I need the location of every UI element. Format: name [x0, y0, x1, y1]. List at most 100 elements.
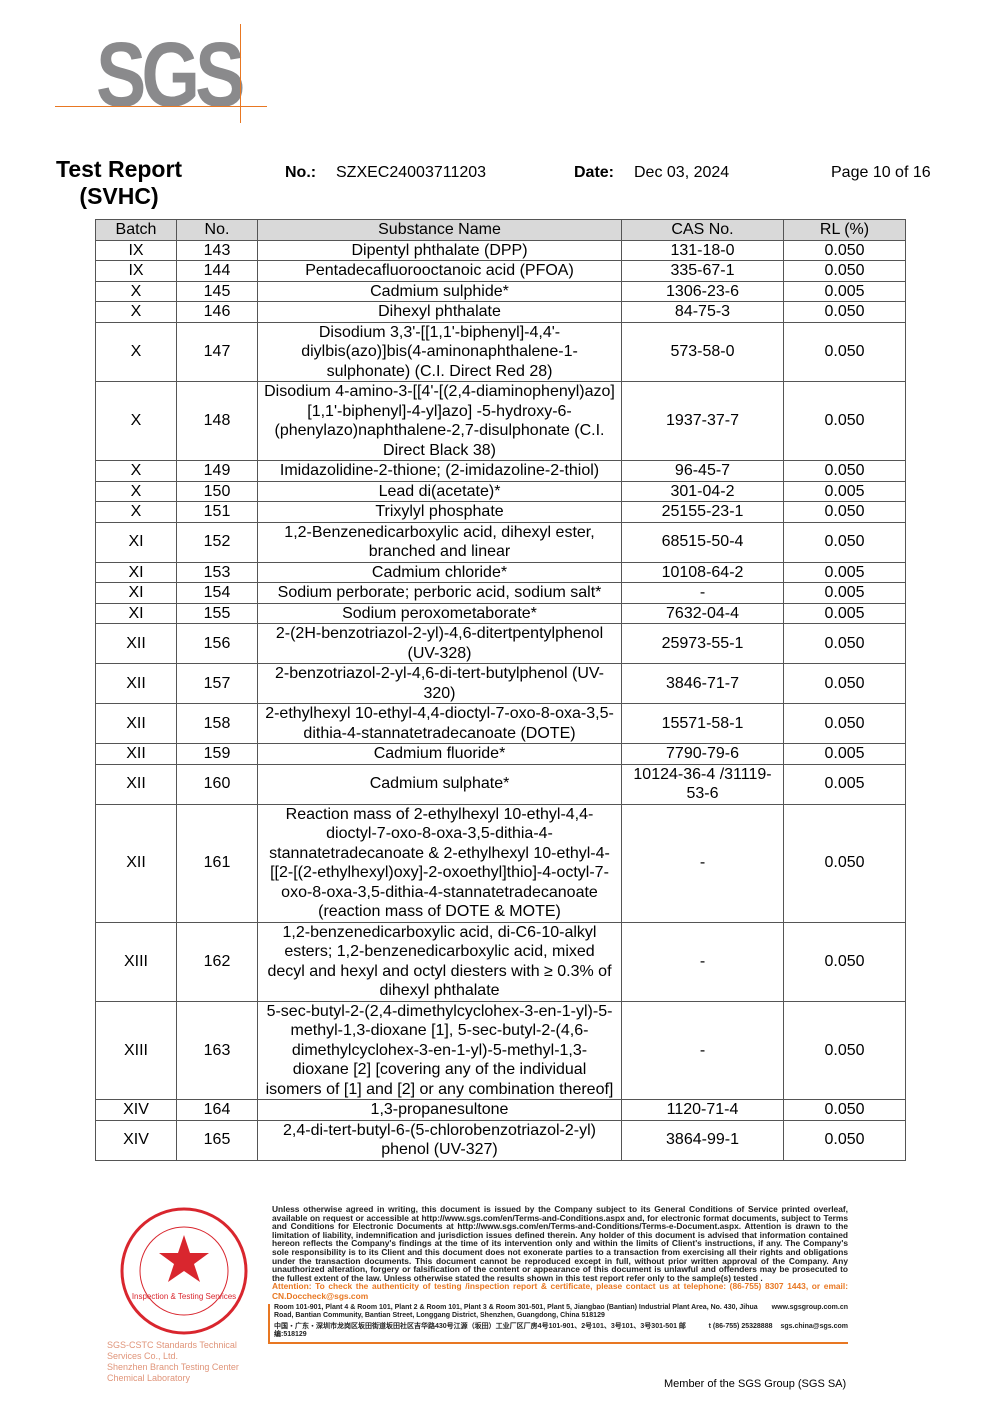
e-document-terms-link[interactable]: http://www.sgs.com/en/Terms-and-Conditio… [457, 1221, 739, 1232]
cell-rl: 0.050 [783, 921, 906, 1002]
cell-batch: XI [95, 521, 177, 563]
cell-batch: XI [95, 561, 177, 583]
table-row: IX 144 Pentadecafluorooctanoic acid (PFOA)… [95, 260, 906, 282]
cell-cas: 573-58-0 [621, 321, 784, 382]
cell-substance: Imidazolidine-2-thione; (2-imidazoline-2… [257, 460, 622, 482]
cell-batch: XI [95, 582, 177, 604]
cell-cas: - [621, 803, 784, 923]
cell-batch: XII [95, 663, 177, 704]
terms-link[interactable]: http://www.sgs.com/en/Terms-and-Conditio… [421, 1212, 625, 1223]
cell-rl: 0.050 [783, 501, 906, 523]
cell-substance: 2,4-di-tert-butyl-6-(5-chlorobenzotriazo… [257, 1119, 622, 1161]
cell-no: 144 [176, 260, 258, 282]
table-row: XIV 164 1,3-propanesultone 1120-71-4 0.050 [95, 1099, 906, 1121]
cell-rl: 0.005 [783, 763, 906, 805]
table-row: X 146 Dihexyl phthalate 84-75-3 0.050 [95, 301, 906, 323]
report-title: Test Report (SVHC) [56, 156, 182, 210]
phone: t (86-755) 25328888 [708, 1322, 773, 1330]
table-row: X 149 Imidazolidine-2-thione; (2-imidazoli… [95, 460, 906, 482]
cell-substance: 5-sec-butyl-2-(2,4-dimethylcyclohex-3-en… [257, 1000, 622, 1100]
cell-no: 165 [176, 1119, 258, 1161]
cell-no: 156 [176, 623, 258, 664]
cell-cas: 3864-99-1 [621, 1119, 784, 1161]
cell-substance: 2-ethylhexyl 10-ethyl-4,4-dioctyl-7-oxo-… [257, 703, 622, 744]
stamp-branch: Shenzhen Branch Testing Center Chemical … [107, 1362, 239, 1383]
cell-cas: 335-67-1 [621, 260, 784, 282]
cell-batch: IX [95, 260, 177, 282]
cell-batch: XI [95, 602, 177, 624]
company-seal-stamp: Inspection & Testing Services [120, 1207, 248, 1335]
footer: Unless otherwise agreed in writing, this… [268, 1205, 848, 1344]
stamp-caption: SGS-CSTC Standards Technical Services Co… [107, 1340, 265, 1384]
logo-rule-horizontal [55, 106, 267, 107]
cell-cas: 25973-55-1 [621, 623, 784, 664]
website: www.sgsgroup.com.cn [771, 1303, 848, 1311]
cell-rl: 0.050 [783, 1119, 906, 1161]
cell-batch: X [95, 480, 177, 502]
table-row: XIII 162 1,2-benzenedicarboxylic acid, di-… [95, 921, 906, 1002]
cell-cas: - [621, 582, 784, 604]
cell-rl: 0.005 [783, 561, 906, 583]
logo-rule-vertical [240, 24, 241, 123]
cell-rl: 0.005 [783, 602, 906, 624]
table-row: XI 155 Sodium peroxometaborate* 7632-04-4 0.… [95, 602, 906, 624]
cell-no: 149 [176, 460, 258, 482]
cell-rl: 0.050 [783, 260, 906, 282]
cell-rl: 0.050 [783, 1099, 906, 1121]
cell-no: 158 [176, 703, 258, 744]
address-english: Room 101-901, Plant 4 & Room 101, Plant … [274, 1303, 758, 1320]
cell-substance: Cadmium chloride* [257, 561, 622, 583]
cell-rl: 0.005 [783, 582, 906, 604]
doccheck-email-link[interactable]: CN.Doccheck@sgs.com [272, 1290, 369, 1301]
cell-substance: Lead di(acetate)* [257, 480, 622, 502]
cell-no: 160 [176, 763, 258, 805]
cell-no: 150 [176, 480, 258, 502]
cell-rl: 0.050 [783, 663, 906, 704]
cell-batch: X [95, 321, 177, 382]
cell-substance: Cadmium fluoride* [257, 743, 622, 765]
cell-substance: Trixylyl phosphate [257, 501, 622, 523]
cell-rl: 0.050 [783, 239, 906, 261]
table-row: XIV 165 2,4-di-tert-butyl-6-(5-chlorobenzo… [95, 1119, 906, 1161]
cell-cas: 1120-71-4 [621, 1099, 784, 1121]
address-block: Room 101-901, Plant 4 & Room 101, Plant … [268, 1303, 848, 1344]
table-row: XI 152 1,2-Benzenedicarboxylic acid, dihex… [95, 521, 906, 563]
cell-cas: - [621, 1000, 784, 1100]
cell-rl: 0.050 [783, 321, 906, 382]
table-row: XII 157 2-benzotriazol-2-yl-4,6-di-tert-bu… [95, 663, 906, 704]
cell-cas: 68515-50-4 [621, 521, 784, 563]
cell-no: 145 [176, 280, 258, 302]
cell-substance: 2-benzotriazol-2-yl-4,6-di-tert-butylphe… [257, 663, 622, 704]
cell-no: 151 [176, 501, 258, 523]
cell-no: 157 [176, 663, 258, 704]
cell-cas: 7632-04-4 [621, 602, 784, 624]
page-number: Page 10 of 16 [831, 164, 931, 181]
title-line-1: Test Report [56, 156, 183, 182]
svhc-table: Batch No. Substance Name CAS No. RL (%) IX 14… [95, 219, 906, 1161]
table-row: XIII 163 5-sec-butyl-2-(2,4-dimethylcycloh… [95, 1000, 906, 1100]
table-row: XII 160 Cadmium sulphate* 10124-36-4 /31119… [95, 763, 906, 805]
table-row: XI 153 Cadmium chloride* 10108-64-2 0.005 [95, 561, 906, 583]
cell-cas: 1937-37-7 [621, 381, 784, 461]
date-label: Date: [574, 164, 615, 181]
cell-cas: 1306-23-6 [621, 280, 784, 302]
cell-no: 153 [176, 561, 258, 583]
cell-batch: IX [95, 239, 177, 261]
table-row: XII 158 2-ethylhexyl 10-ethyl-4,4-dioctyl-… [95, 703, 906, 744]
cell-rl: 0.050 [783, 803, 906, 923]
member-statement: Member of the SGS Group (SGS SA) [664, 1378, 847, 1390]
cell-no: 161 [176, 803, 258, 923]
address-chinese: 中国・广东・深圳市龙岗区坂田街道坂田社区吉华路430号江源（坂田）工业厂区厂房4… [274, 1322, 686, 1339]
cell-substance: Sodium peroxometaborate* [257, 602, 622, 624]
cell-substance: 1,2-Benzenedicarboxylic acid, dihexyl es… [257, 521, 622, 563]
table-row: XI 154 Sodium perborate; perboric acid, so… [95, 582, 906, 604]
cell-rl: 0.050 [783, 381, 906, 461]
column-header-no: No. [176, 219, 258, 241]
cell-batch: XIII [95, 1000, 177, 1100]
cell-substance: Sodium perborate; perboric acid, sodium … [257, 582, 622, 604]
cell-batch: X [95, 301, 177, 323]
cell-substance: Pentadecafluorooctanoic acid (PFOA) [257, 260, 622, 282]
cell-batch: X [95, 460, 177, 482]
table-row: XII 156 2-(2H-benzotriazol-2-yl)-4,6-diter… [95, 623, 906, 664]
